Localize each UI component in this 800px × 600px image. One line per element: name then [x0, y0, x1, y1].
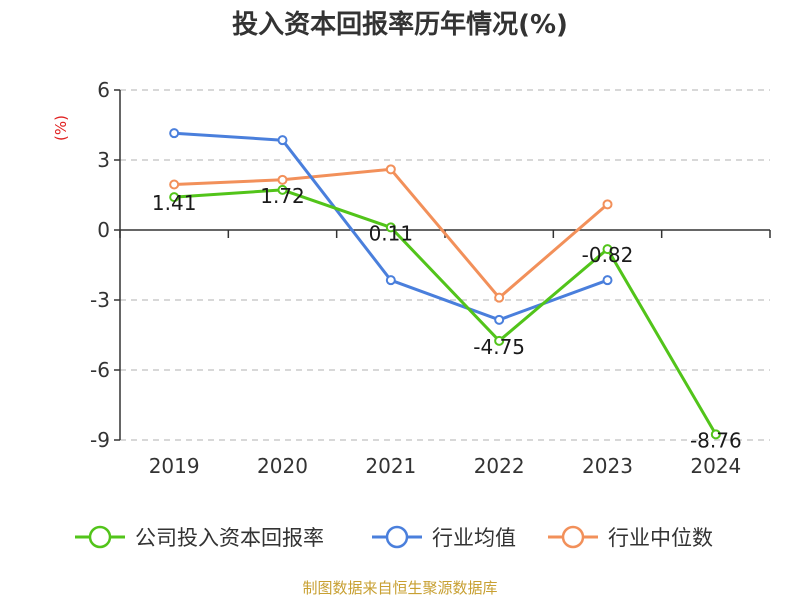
x-tick-label: 2021: [365, 454, 416, 478]
legend-swatch-marker: [385, 525, 409, 549]
data-label: 0.11: [369, 221, 414, 245]
data-point: [602, 275, 613, 286]
data-point: [385, 222, 396, 233]
data-point: [602, 199, 613, 210]
y-tick-label: 3: [97, 148, 110, 172]
y-tick-label: 6: [97, 78, 110, 102]
legend-label: 行业均值: [432, 526, 516, 550]
grid-lines: [120, 89, 770, 441]
series-line: [174, 188, 718, 436]
data-point: [494, 335, 505, 346]
data-point: [494, 314, 505, 325]
data-point: [385, 275, 396, 286]
y-axis-unit-label: (%): [52, 115, 70, 141]
chart-title: 投入资本回报率历年情况(%): [232, 9, 568, 40]
x-tick-label: 2023: [582, 454, 633, 478]
data-point: [710, 429, 721, 440]
x-tick-label: 2024: [690, 454, 741, 478]
data-label: 1.72: [260, 184, 305, 208]
x-tick-label: 2019: [149, 454, 200, 478]
y-tick-label: -9: [90, 428, 110, 452]
data-point: [277, 184, 288, 195]
data-label: 1.41: [152, 191, 197, 215]
data-point: [385, 164, 396, 175]
data-point: [169, 179, 180, 190]
axes: 6 3 0 -3 -6 -9 2019 2020 2021 2022 2023 2024: [90, 78, 771, 478]
data-point: [277, 135, 288, 146]
x-tick-label: 2022: [474, 454, 525, 478]
x-tick-label: 2020: [257, 454, 308, 478]
series-layer: [169, 128, 721, 440]
data-label: -0.82: [582, 243, 634, 267]
legend: 公司投入资本回报率 行业均值 行业中位数: [75, 525, 713, 550]
legend-swatch-marker: [88, 525, 112, 549]
y-tick-label: -6: [90, 358, 110, 382]
data-label: -8.76: [690, 428, 742, 452]
legend-label: 行业中位数: [608, 526, 713, 550]
legend-label: 公司投入资本回报率: [135, 526, 324, 550]
y-tick-label: 0: [97, 218, 110, 242]
data-labels: 1.41 1.72 0.11 -4.75 -0.82 -8.76: [152, 184, 742, 453]
y-tick-label: -3: [90, 288, 110, 312]
data-point: [494, 292, 505, 303]
data-point: [602, 244, 613, 255]
data-point: [169, 128, 180, 139]
data-point: [277, 174, 288, 185]
legend-swatch-marker: [561, 525, 585, 549]
data-point: [169, 192, 180, 203]
source-note: 制图数据来自恒生聚源数据库: [302, 579, 497, 597]
data-label: -4.75: [473, 335, 525, 359]
